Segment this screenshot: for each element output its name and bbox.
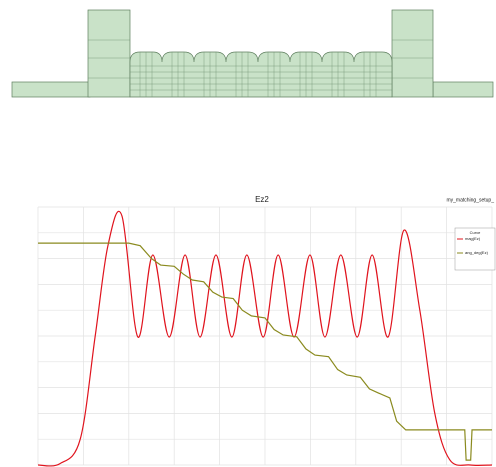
plot-area [38,207,492,466]
legend-title: Curve [470,230,481,235]
cells [130,52,392,97]
beam-pipe-left [12,82,90,97]
cell-outline [130,52,392,97]
end-group-left [88,10,130,97]
screen: Ez2 my_matching_setup_ Curve mag(Ez) ang_… [0,0,496,467]
beam-pipe-right [433,82,493,97]
legend: Curve mag(Ez) ang_deg(Ez) [455,228,495,270]
chart-title: Ez2 [255,195,269,204]
legend-label: mag(Ez) [465,236,481,241]
chart-subtitle: my_matching_setup_ [446,197,494,203]
end-group-right [392,10,433,97]
legend-label: ang_deg(Ez) [465,250,489,255]
cavity-model [12,10,493,97]
